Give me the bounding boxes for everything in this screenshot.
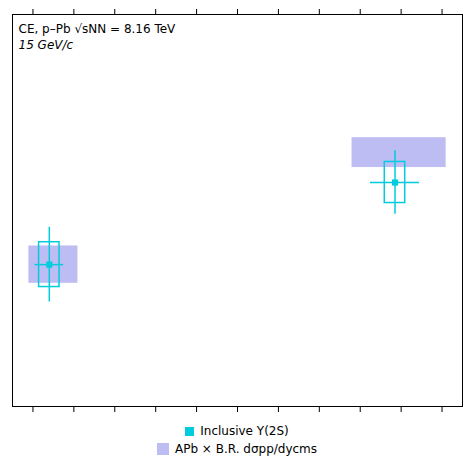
html-text:Inclusive Υ(2S): Inclusive Υ(2S) [200, 424, 289, 438]
svg-text:15 GeV/c: 15 GeV/c [19, 38, 74, 52]
html-text:APb × B.R. dσpp/dycms: APb × B.R. dσpp/dycms [175, 442, 317, 456]
svg-text:CE, p–Pb √sNN = 8.16 TeV: CE, p–Pb √sNN = 8.16 TeV [19, 22, 177, 36]
